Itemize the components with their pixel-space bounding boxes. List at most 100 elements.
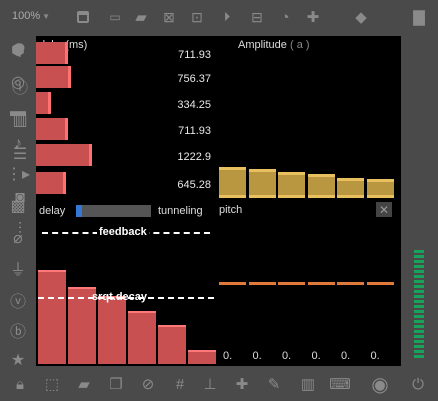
amplitude-bar: [337, 178, 364, 198]
pitch-bar: [248, 282, 276, 285]
meter-segment: [414, 275, 424, 278]
meter-segment: [414, 340, 424, 343]
amplitude-bar: [219, 167, 246, 198]
image-icon[interactable]: ▩: [10, 198, 26, 215]
delay-bar: [36, 42, 68, 64]
zoom-select[interactable]: 100% ▼: [12, 10, 50, 22]
trash-icon[interactable]: ▇: [413, 9, 425, 26]
pitch-value: 0.: [311, 350, 321, 362]
decay-bar: [128, 311, 156, 364]
tunneling-slider[interactable]: [76, 205, 151, 217]
play-box-icon[interactable]: ⏵: [223, 9, 231, 24]
meter-segment: [414, 265, 424, 268]
plug-icon[interactable]: ⏚: [9, 262, 26, 279]
srqt-decay-label: srqt.decay: [92, 291, 148, 303]
copy-icon[interactable]: ❐: [109, 376, 123, 393]
delay-value: 645.28: [177, 179, 211, 191]
pitch-bar: [307, 282, 335, 285]
meter-segment: [414, 280, 424, 283]
gauge-icon[interactable]: ◔: [280, 8, 290, 26]
decay-bar: [188, 350, 216, 364]
grid-icon[interactable]: #: [175, 375, 185, 393]
meter-segment: [414, 270, 424, 273]
comment-icon[interactable]: ▰: [135, 9, 147, 26]
srqt-decay-line: [38, 297, 214, 299]
wrench-icon[interactable]: ✎: [267, 376, 281, 393]
decay-bar: [98, 296, 126, 364]
pitch-value: 0.: [370, 350, 380, 362]
delay-bar: [36, 118, 68, 140]
pitch-bar: [337, 282, 364, 285]
feedback-label: feedback: [97, 226, 149, 238]
circle-box-icon[interactable]: ⊡: [191, 8, 203, 25]
no-camera-icon[interactable]: ⊘: [141, 376, 155, 393]
meter-segment: [414, 335, 424, 338]
tunneling-label: tunneling: [158, 205, 203, 217]
delay-value: 1222.9: [177, 151, 211, 163]
search-icon[interactable]: ⚲: [14, 42, 26, 59]
delay-bar: [36, 144, 92, 166]
x-box-icon[interactable]: ⊠: [163, 8, 175, 25]
book-icon[interactable]: ▥: [12, 112, 28, 129]
chat-icon[interactable]: ▰: [78, 376, 90, 393]
delay-bar: [36, 66, 71, 88]
delay-value: 334.25: [177, 99, 211, 111]
add-icon[interactable]: ✚: [235, 376, 249, 393]
minus-box-icon[interactable]: ⊟: [251, 8, 263, 25]
plus-icon[interactable]: ✚: [306, 9, 320, 26]
decay-bar: [158, 325, 186, 364]
sequence-icon[interactable]: ⋮▸: [5, 166, 31, 183]
decay-bar: [68, 287, 96, 364]
meter-segment: [414, 295, 424, 298]
pitch-value: 0.: [223, 350, 233, 362]
amplitude-bar: [307, 174, 335, 198]
paint-bucket-icon[interactable]: ◆: [355, 9, 367, 26]
star-icon[interactable]: ★: [10, 352, 26, 369]
delay-value: 711.93: [178, 125, 211, 137]
amplitude-bar: [248, 169, 276, 198]
meter-segment: [414, 260, 424, 263]
pitch-label: pitch: [219, 204, 243, 216]
keyboard-icon[interactable]: ⌨: [329, 376, 351, 393]
pitch-bar: [278, 282, 305, 285]
camera-icon[interactable]: ◙: [15, 189, 25, 206]
info-icon[interactable]: ⓘ: [11, 80, 28, 97]
lock-icon[interactable]: 🔒︎: [16, 375, 24, 393]
piano-icon[interactable]: ▥: [300, 376, 316, 393]
meter-segment: [414, 255, 424, 258]
power-icon[interactable]: ⏻: [412, 375, 424, 393]
message-box-icon[interactable]: ▭: [109, 10, 121, 24]
close-icon[interactable]: ✕: [376, 202, 392, 217]
delay-value: 711.93: [178, 49, 211, 61]
hierarchy-icon[interactable]: ⊥: [203, 376, 217, 393]
meter-segment: [414, 330, 424, 333]
chevron-down-icon: ▼: [42, 12, 51, 21]
meter-segment: [414, 290, 424, 293]
amplitude-label: Amplitude ( a ): [238, 39, 310, 51]
pitch-bar: [366, 282, 394, 285]
paperclip-icon[interactable]: ⌀: [13, 230, 23, 247]
cube-icon[interactable]: ⬢: [11, 42, 25, 59]
meter-segment: [414, 305, 424, 308]
delay-value: 756.37: [177, 73, 211, 85]
record-icon[interactable]: ◉: [371, 373, 389, 396]
v-circle-icon[interactable]: ⓥ: [9, 294, 26, 311]
meter-segment: [414, 355, 424, 358]
meter-segment: [414, 300, 424, 303]
tunneling-slider-fill: [76, 205, 82, 217]
bus-icon[interactable]: ▬: [10, 103, 26, 120]
select-icon[interactable]: ⬚: [44, 376, 60, 393]
meter-segment: [414, 250, 424, 253]
list-icon[interactable]: ☰: [12, 146, 28, 163]
meter-segment: [414, 345, 424, 348]
window-icon[interactable]: [74, 8, 92, 26]
target-icon[interactable]: ◎: [11, 74, 25, 91]
music-note-icon[interactable]: ♪: [14, 135, 22, 152]
meter-segment: [414, 325, 424, 328]
pitch-bar: [219, 282, 246, 285]
meter-segment: [414, 320, 424, 323]
b-circle-icon[interactable]: ⓑ: [9, 324, 26, 341]
sliders-icon[interactable]: ⫶: [17, 221, 22, 238]
amplitude-bar: [366, 179, 394, 198]
delay-bar: [36, 92, 51, 114]
